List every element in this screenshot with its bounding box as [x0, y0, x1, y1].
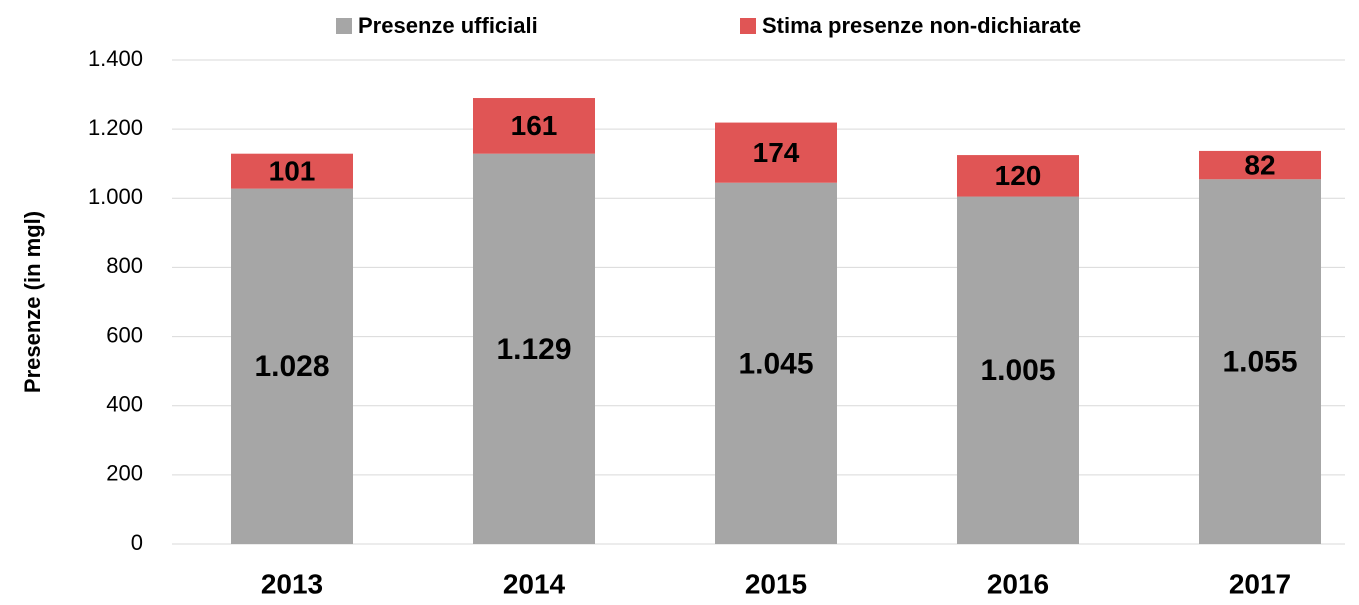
data-label: 1.005	[980, 354, 1055, 387]
bar-segment	[473, 98, 595, 154]
data-label: 101	[269, 156, 316, 187]
data-label: 82	[1244, 149, 1275, 180]
x-tick-label: 2013	[261, 568, 323, 599]
y-tick-label: 400	[106, 392, 143, 417]
data-label: 1.045	[738, 347, 813, 380]
bar-segment	[715, 122, 837, 183]
bar-segment	[473, 153, 595, 544]
x-tick-label: 2016	[987, 568, 1049, 599]
data-label: 1.028	[254, 350, 329, 383]
y-tick-label: 1.200	[88, 115, 143, 140]
legend-swatch	[740, 18, 756, 34]
y-tick-label: 1.400	[88, 46, 143, 71]
bar-segment	[957, 196, 1079, 545]
legend-label: Stima presenze non-dichiarate	[762, 13, 1081, 38]
bar-segment	[231, 153, 353, 189]
data-label: 1.129	[496, 333, 571, 366]
y-axis-label: Presenze (in mgl)	[20, 211, 45, 393]
x-tick-label: 2015	[745, 568, 807, 599]
legend-swatch	[336, 18, 352, 34]
legend-label: Presenze ufficiali	[358, 13, 538, 38]
y-tick-label: 0	[131, 530, 143, 555]
y-tick-label: 800	[106, 253, 143, 278]
bar-segment	[957, 155, 1079, 197]
data-label: 174	[753, 137, 800, 168]
data-label: 120	[995, 160, 1042, 191]
bar-segment	[1199, 150, 1321, 180]
x-tick-label: 2017	[1229, 568, 1291, 599]
y-tick-label: 600	[106, 322, 143, 347]
x-tick-label: 2014	[503, 568, 566, 599]
bar-segment	[231, 188, 353, 544]
bar-segment	[1199, 179, 1321, 544]
bar-segment	[715, 182, 837, 544]
data-label: 1.055	[1222, 346, 1297, 379]
data-label: 161	[511, 110, 558, 141]
y-tick-label: 1.000	[88, 184, 143, 209]
y-tick-label: 200	[106, 461, 143, 486]
